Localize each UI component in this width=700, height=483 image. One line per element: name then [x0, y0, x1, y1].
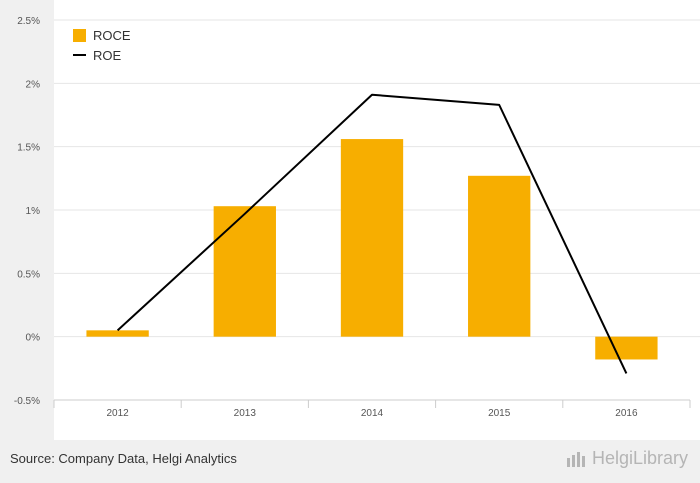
roce-bar	[468, 175, 531, 337]
legend-swatch-roce	[73, 29, 86, 42]
legend-label-roe: ROE	[93, 48, 122, 63]
brand-name: HelgiLibrary	[591, 448, 688, 468]
y-axis-ticks: -0.5% 0% 0.5% 1% 1.5% 2% 2.5%	[14, 16, 40, 407]
roce-bar	[213, 206, 276, 337]
x-tick-label: 2016	[615, 408, 638, 419]
x-tick-label: 2015	[488, 408, 511, 419]
x-tick-label: 2013	[234, 408, 257, 419]
roe-line-series	[116, 93, 628, 374]
roe-line	[116, 93, 628, 374]
legend: ROCE ROE	[73, 28, 131, 63]
x-axis: 2012 2013 2014 2015 2016	[53, 399, 691, 419]
roce-bar	[340, 139, 404, 337]
roce-bar	[595, 336, 658, 360]
x-tick-label: 2014	[361, 408, 384, 419]
chart: -0.5% 0% 0.5% 1% 1.5% 2% 2.5% 2012 2013 2014 2015…	[14, 0, 700, 440]
y-tick-label: 1%	[26, 206, 41, 217]
roce-bars	[86, 139, 658, 360]
x-tick-label: 2012	[106, 408, 129, 419]
y-tick-label: -0.5%	[14, 396, 40, 407]
footer: Source: Company Data, Helgi Analytics He…	[0, 440, 700, 483]
y-tick-label: 2.5%	[17, 16, 40, 27]
roce-bar	[86, 330, 149, 337]
brand-logo: HelgiLibrary	[566, 448, 688, 469]
library-icon	[566, 451, 585, 467]
y-tick-label: 1.5%	[17, 143, 40, 154]
y-tick-label: 0%	[26, 333, 41, 344]
source-note: Source: Company Data, Helgi Analytics	[10, 451, 237, 466]
y-tick-label: 0.5%	[17, 269, 40, 280]
legend-label-roce: ROCE	[93, 28, 131, 43]
y-tick-label: 2%	[26, 79, 41, 90]
